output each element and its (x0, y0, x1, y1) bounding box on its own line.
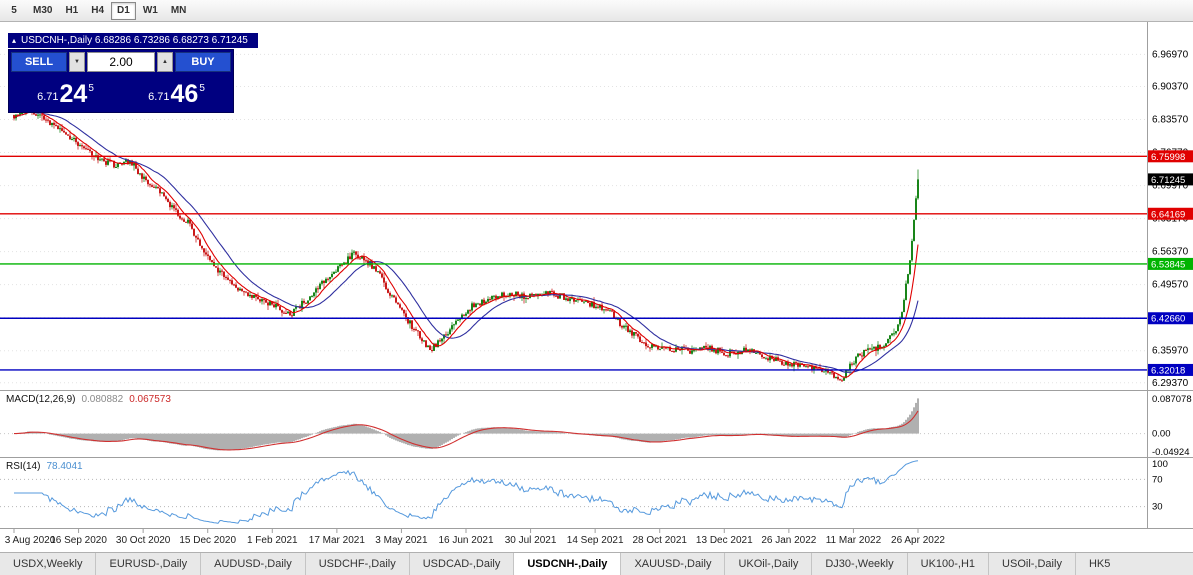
timeframe-button-H1[interactable]: H1 (59, 2, 84, 20)
ma-fast-line (13, 110, 919, 378)
macd-histogram (15, 398, 919, 451)
chart-tab-USDCADDaily[interactable]: USDCAD-,Daily (410, 553, 515, 575)
chart-tab-USDCNHDaily[interactable]: USDCNH-,Daily (514, 553, 622, 575)
timeframe-button-D1[interactable]: D1 (111, 1, 136, 20)
level-price-label: 6.42660 (1151, 314, 1185, 325)
price-tick-label: 6.56370 (1152, 247, 1189, 258)
chart-title-bar: ▴ USDCNH-,Daily 6.68286 6.73286 6.68273 … (8, 33, 258, 48)
chart-tab-EURUSDDaily[interactable]: EURUSD-,Daily (96, 553, 202, 575)
date-label: 14 Sep 2021 (567, 535, 624, 546)
sell-button[interactable]: SELL (11, 52, 67, 72)
date-label: 30 Jul 2021 (505, 535, 557, 546)
chart-tab-UKOilDaily[interactable]: UKOil-,Daily (725, 553, 813, 575)
candlesticks (13, 105, 919, 382)
level-price-labels[interactable]: 6.75998 6.64169 6.53845 6.42660 6.32018 (1148, 150, 1193, 376)
chart-tab-AUDUSDDaily[interactable]: AUDUSD-,Daily (201, 553, 306, 575)
price-tick-label: 6.83570 (1152, 115, 1189, 126)
date-label: 16 Sep 2020 (50, 535, 107, 546)
macd-signal-value: 0.067573 (129, 394, 171, 405)
level-price-label: 6.75998 (1151, 152, 1185, 163)
price-tick-label: 6.96970 (1152, 49, 1189, 60)
date-label: 3 May 2021 (375, 535, 428, 546)
chart-tab-XAUUSDDaily[interactable]: XAUUSD-,Daily (621, 553, 726, 575)
macd-scale-bottom: -0.04924 (1152, 447, 1190, 458)
buy-price-big: 46 (170, 80, 199, 108)
buy-price-prefix: 6.71 (148, 91, 170, 103)
sell-price-prefix: 6.71 (37, 91, 59, 103)
macd-name: MACD(12,26,9) (6, 394, 76, 405)
macd-signal-line (13, 410, 919, 451)
date-label: 26 Apr 2022 (891, 535, 945, 546)
rsi-scale-label: 30 (1152, 502, 1163, 513)
macd-indicator-label: MACD(12,26,9) 0.080882 0.067573 (6, 394, 171, 405)
sell-price-big: 24 (59, 80, 88, 108)
rsi-name: RSI(14) (6, 461, 41, 472)
date-label: 3 Aug 2020 (5, 535, 56, 546)
price-tick-label: 6.90370 (1152, 81, 1189, 92)
macd-scale[interactable]: 0.087078 0.00 -0.04924 (1152, 394, 1192, 458)
chart-tab-DJ30Weekly[interactable]: DJ30-,Weekly (812, 553, 908, 575)
timeframe-button-W1[interactable]: W1 (137, 2, 164, 20)
buy-price-sup: 5 (199, 83, 205, 94)
rsi-scale-label: 100 (1152, 459, 1168, 470)
timeframe-button-5[interactable]: 5 (2, 2, 26, 20)
quote-divider (120, 74, 122, 110)
chart-canvas[interactable]: 6.969706.903706.835706.767706.699706.631… (0, 22, 1193, 552)
date-label: 17 Mar 2021 (309, 535, 366, 546)
level-price-label: 6.53845 (1151, 259, 1185, 270)
date-label: 1 Feb 2021 (247, 535, 298, 546)
date-label: 28 Oct 2021 (632, 535, 687, 546)
macd-main-value: 0.080882 (81, 394, 124, 405)
level-price-label: 6.32018 (1151, 365, 1185, 376)
buy-button[interactable]: BUY (175, 52, 231, 72)
panel-separators (0, 22, 1193, 529)
rsi-line (14, 460, 919, 524)
date-label: 30 Oct 2020 (116, 535, 171, 546)
sell-price-sup: 5 (88, 83, 94, 94)
svg-text:6.71245: 6.71245 (1151, 175, 1185, 186)
chart-tab-USOilDaily[interactable]: USOil-,Daily (989, 553, 1076, 575)
chart-window[interactable]: 6.969706.903706.835706.767706.699706.631… (0, 22, 1193, 552)
chart-tabs-bar: USDX,Weekly EURUSD-,Daily AUDUSD-,Daily USD… (0, 552, 1193, 575)
current-price-label: 6.71245 (1148, 173, 1193, 186)
rsi-levels (0, 478, 1147, 508)
timeframe-button-H4[interactable]: H4 (85, 2, 110, 20)
rsi-scale[interactable]: 100 70 30 (1152, 459, 1168, 513)
buy-price-quote[interactable]: 6.71 46 5 (122, 74, 231, 110)
collapse-icon[interactable]: ▴ (12, 35, 17, 45)
one-click-trade-panel: SELL ▼ ▲ BUY 6.71 24 5 6.71 46 5 (8, 49, 234, 113)
macd-scale-top: 0.087078 (1152, 394, 1192, 405)
volume-increase-button[interactable]: ▲ (157, 52, 173, 72)
date-label: 13 Dec 2021 (696, 535, 753, 546)
price-tick-label: 6.29370 (1152, 378, 1189, 389)
price-tick-label: 6.69970 (1152, 181, 1189, 192)
rsi-value: 78.4041 (46, 461, 83, 472)
timeframe-button-M30[interactable]: M30 (27, 2, 58, 20)
chart-title-text: USDCNH-,Daily 6.68286 6.73286 6.68273 6.… (21, 35, 248, 46)
rsi-indicator-label: RSI(14) 78.4041 (6, 461, 83, 472)
macd-scale-zero: 0.00 (1152, 429, 1171, 440)
date-label: 16 Jun 2021 (438, 535, 493, 546)
date-label: 26 Jan 2022 (761, 535, 816, 546)
chart-tab-HK5[interactable]: HK5 (1088, 558, 1111, 570)
chart-tab-UK100H1[interactable]: UK100-,H1 (908, 553, 990, 575)
horizontal-level-lines (0, 155, 1147, 371)
volume-input[interactable] (87, 52, 155, 72)
chart-tab-USDXWeekly[interactable]: USDX,Weekly (0, 553, 97, 575)
timeframe-button-MN[interactable]: MN (165, 2, 193, 20)
level-price-label: 6.64169 (1151, 209, 1185, 220)
date-label: 15 Dec 2020 (179, 535, 236, 546)
ma-slow-line (13, 111, 919, 373)
rsi-scale-label: 70 (1152, 474, 1163, 485)
sell-price-quote[interactable]: 6.71 24 5 (11, 74, 120, 110)
date-label: 11 Mar 2022 (826, 535, 882, 546)
price-tick-label: 6.49570 (1152, 280, 1189, 291)
volume-decrease-button[interactable]: ▼ (69, 52, 85, 72)
price-tick-label: 6.35970 (1152, 346, 1189, 357)
chart-tab-USDCHFDaily[interactable]: USDCHF-,Daily (306, 553, 410, 575)
timeframe-toolbar: 5 M30 H1 H4 D1 W1 MN (0, 0, 1193, 22)
